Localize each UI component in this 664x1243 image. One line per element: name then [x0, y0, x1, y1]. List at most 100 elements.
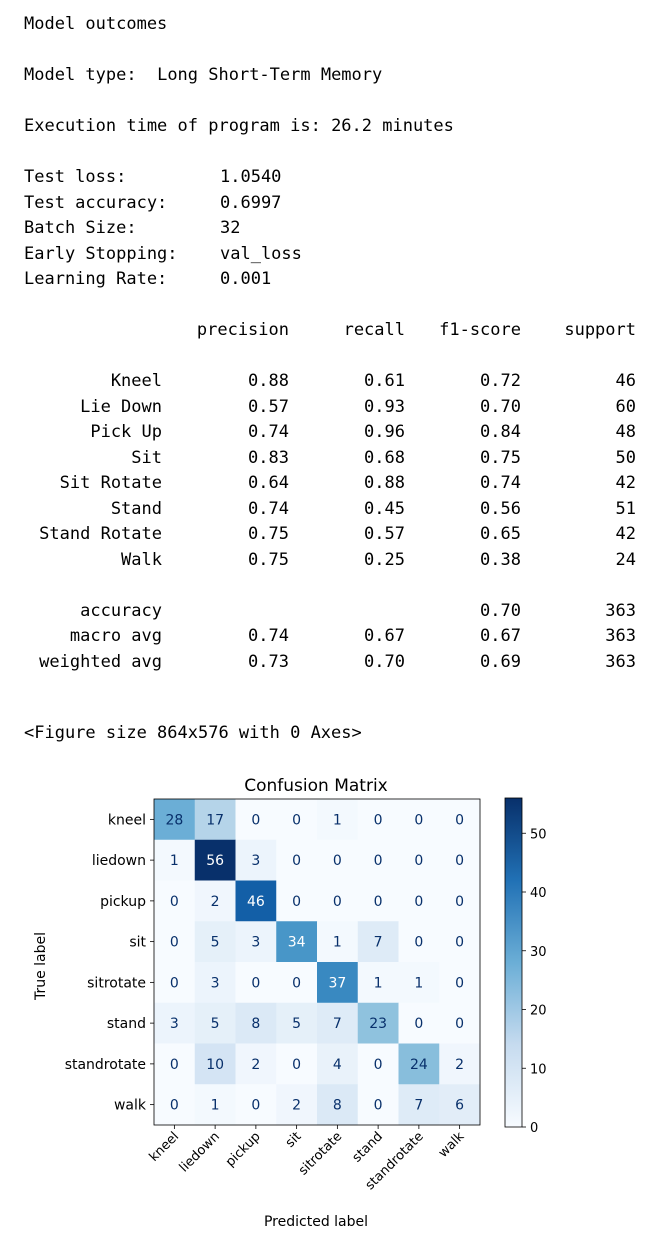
cell-value-label: 0 [292, 1057, 301, 1073]
cell-value-label: 0 [292, 975, 301, 991]
heatmap-cell [194, 1084, 236, 1126]
heatmap-cell [317, 1002, 359, 1044]
y-tick-label: sit [129, 935, 146, 951]
heatmap-cell [235, 839, 277, 881]
report-cell: 0.74 [248, 499, 289, 519]
heatmap-cell [317, 1043, 359, 1085]
report-cell: 0.56 [480, 499, 521, 519]
cell-value-label: 3 [211, 975, 220, 991]
cell-value-label: 0 [170, 1057, 179, 1073]
cell-value-label: 17 [206, 812, 224, 828]
report-cell: 46 [615, 371, 636, 391]
heatmap-cell [439, 1002, 481, 1044]
heatmap-cell [276, 962, 318, 1004]
heatmap-cell [357, 1043, 399, 1085]
report-row-label: Lie Down [80, 397, 162, 417]
heatmap-cell [439, 799, 481, 841]
heatmap-cell [439, 1043, 481, 1085]
cell-value-label: 2 [292, 1098, 301, 1114]
report-cell: 51 [615, 499, 636, 519]
heatmap-cell [154, 1084, 196, 1126]
cell-value-label: 0 [170, 894, 179, 910]
confusion-matrix-figure: Confusion Matrix 28 17 0 0 1 0 0 01 56 3 0 0 0 0 00 2 46… [33, 776, 547, 1230]
report-row-label: Walk [121, 550, 162, 570]
x-tick-label: stand [350, 1129, 386, 1165]
report-cell: 0.75 [248, 524, 289, 544]
cell-value-label: 0 [374, 1057, 383, 1073]
cell-value-label: 1 [374, 975, 383, 991]
cell-value-label: 0 [414, 1016, 423, 1032]
report-cell: 0.70 [364, 652, 405, 672]
heatmap-cell [398, 1043, 440, 1085]
heatmap-cell [357, 839, 399, 881]
y-tick-label: walk [114, 1098, 147, 1114]
exec-time-row: Execution time of program is: 26.2 minut… [24, 116, 454, 136]
heatmap-cell [276, 839, 318, 881]
heatmap-cell [235, 880, 277, 922]
report-cell: 0.75 [480, 448, 521, 468]
report-cell: 0.88 [248, 371, 289, 391]
heatmap-cell [357, 799, 399, 841]
y-tick-label: kneel [108, 812, 146, 828]
y-tick-label: standrotate [65, 1057, 146, 1073]
cell-value-label: 1 [333, 935, 342, 951]
heatmap-cell [276, 1084, 318, 1126]
heatmap-cell [154, 1002, 196, 1044]
report-cell: 60 [615, 397, 636, 417]
x-tick-label: kneel [147, 1129, 183, 1165]
metric-value: 0.001 [220, 269, 272, 289]
report-row-label: Pick Up [90, 422, 162, 442]
metric-label: Batch Size: [24, 218, 137, 238]
cell-value-label: 1 [414, 975, 423, 991]
report-cell: 0.93 [364, 397, 405, 417]
cell-value-label: 0 [333, 894, 342, 910]
report-cell: 0.73 [248, 652, 289, 672]
model-type-value: Long Short-Term Memory [157, 65, 383, 85]
cell-value-label: 0 [414, 812, 423, 828]
report-cell: 0.72 [480, 371, 521, 391]
report-cell: 42 [615, 524, 636, 544]
heatmap-cell [194, 921, 236, 963]
report-cell: 24 [615, 550, 636, 570]
cell-value-label: 0 [170, 1098, 179, 1114]
heatmap-cell [154, 1043, 196, 1085]
heatmap-cell [194, 1043, 236, 1085]
colorbar [504, 797, 523, 1128]
heatmap-cell [439, 880, 481, 922]
x-tick-label: pickup [223, 1129, 264, 1170]
cell-value-label: 28 [165, 812, 183, 828]
heatmap-cell [194, 880, 236, 922]
heatmap-cell [357, 962, 399, 1004]
cell-value-label: 8 [333, 1098, 342, 1114]
y-tick-label: liedown [92, 853, 146, 869]
report-cell: 0.61 [364, 371, 405, 391]
heatmap-cell [317, 921, 359, 963]
metric-value: val_loss [220, 244, 302, 264]
colorbar-tick-label: 10 [530, 1062, 547, 1077]
report-cell: 0.74 [248, 626, 289, 646]
heatmap-cell [439, 1084, 481, 1126]
model-type-label: Model type: [24, 65, 137, 85]
cell-value-label: 0 [333, 853, 342, 869]
cell-value-label: 2 [211, 894, 220, 910]
chart-title: Confusion Matrix [244, 776, 388, 796]
report-cell: 363 [605, 652, 636, 672]
report-cell: 0.64 [248, 473, 289, 493]
report-cell: 0.69 [480, 652, 521, 672]
cell-value-label: 3 [251, 853, 260, 869]
report-cell: 0.75 [248, 550, 289, 570]
cell-value-label: 0 [455, 812, 464, 828]
heatmap-cell [154, 880, 196, 922]
heatmap-cell [235, 1002, 277, 1044]
report-row-label: Stand [110, 499, 162, 519]
y-tick-label: sitrotate [87, 975, 146, 991]
report-cell: 50 [615, 448, 636, 468]
heatmap-cell [276, 1002, 318, 1044]
y-tick-label: stand [107, 1016, 146, 1032]
cell-value-label: 3 [251, 935, 260, 951]
heatmap-cell [398, 1084, 440, 1126]
report-cell: 0.83 [248, 448, 289, 468]
cell-value-label: 0 [455, 935, 464, 951]
y-tick-label: pickup [100, 894, 146, 910]
heatmap-cell [235, 921, 277, 963]
